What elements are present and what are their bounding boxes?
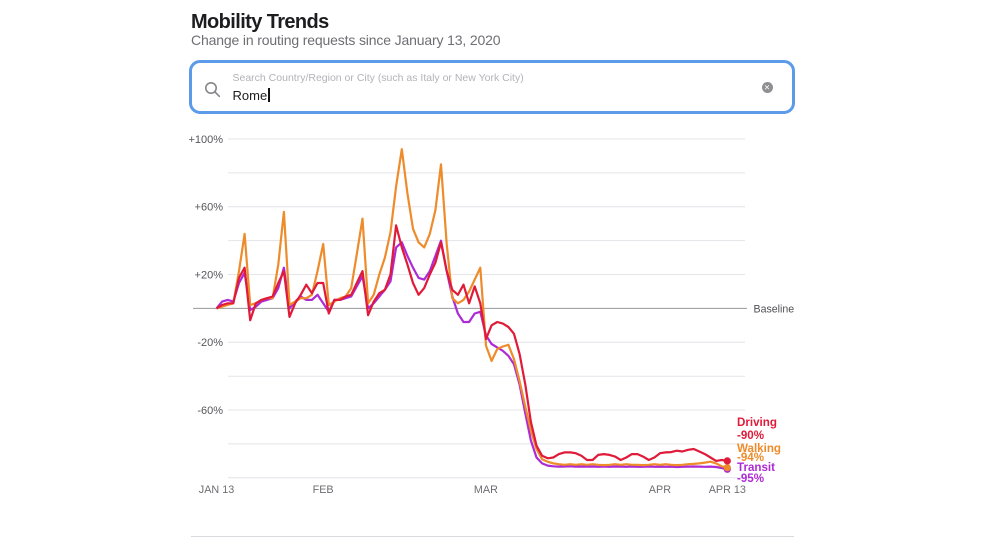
svg-text:Walking: Walking xyxy=(737,442,781,455)
svg-text:Driving: Driving xyxy=(737,416,777,429)
svg-text:-95%: -95% xyxy=(737,472,764,485)
svg-text:-20%: -20% xyxy=(197,337,223,349)
svg-text:JAN 13: JAN 13 xyxy=(199,484,234,496)
svg-text:-60%: -60% xyxy=(197,405,223,417)
svg-text:-90%: -90% xyxy=(737,429,764,442)
svg-text:-94%: -94% xyxy=(737,451,764,464)
svg-text:+100%: +100% xyxy=(188,134,223,146)
svg-text:MAR: MAR xyxy=(474,484,498,496)
svg-text:FEB: FEB xyxy=(313,484,334,496)
svg-text:APR: APR xyxy=(649,484,671,496)
svg-text:+60%: +60% xyxy=(195,202,224,214)
svg-text:+20%: +20% xyxy=(195,269,224,281)
svg-text:Baseline: Baseline xyxy=(754,303,795,315)
svg-text:APR 13: APR 13 xyxy=(709,484,746,496)
svg-text:Transit: Transit xyxy=(737,461,775,474)
